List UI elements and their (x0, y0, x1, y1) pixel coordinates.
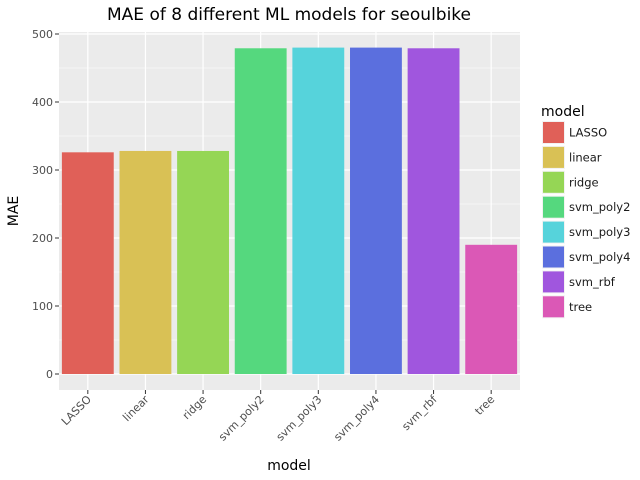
legend-label-svm_poly3: svm_poly3 (569, 225, 630, 239)
x-tick-label: tree (472, 393, 497, 418)
y-axis: 0 100 200 300 400 500 (32, 28, 59, 381)
legend-label-svm_rbf: svm_rbf (569, 275, 616, 289)
legend-swatch-svm_poly4 (543, 246, 564, 268)
bar-linear (119, 150, 172, 374)
x-tick-label: svm_poly4 (331, 393, 382, 444)
legend-swatch-svm_poly3 (543, 221, 564, 243)
x-tick-label: linear (120, 393, 152, 425)
legend-label-svm_poly4: svm_poly4 (569, 250, 630, 264)
x-tick-label: svm_rbf (399, 392, 440, 433)
bar-svm_poly2 (234, 48, 287, 374)
y-tick-label: 200 (32, 232, 53, 245)
bar-svm_rbf (407, 48, 460, 374)
legend-swatch-tree (543, 296, 564, 318)
legend-label-linear: linear (569, 150, 602, 164)
legend: model LASSO linear ridge svm_poly2 svm_poly3… (541, 104, 630, 319)
chart-title: MAE of 8 different ML models for seoulbi… (107, 5, 471, 25)
plot-panel (59, 32, 520, 390)
x-axis-title: model (267, 458, 311, 474)
legend-label-LASSO: LASSO (569, 126, 607, 140)
legend-title: model (541, 104, 585, 120)
y-tick-label: 100 (32, 300, 53, 313)
legend-label-svm_poly2: svm_poly2 (569, 200, 630, 214)
y-tick-label: 500 (32, 28, 53, 41)
bar-svm_poly3 (292, 47, 345, 374)
legend-swatch-ridge (543, 171, 564, 193)
y-tick-label: 400 (32, 96, 53, 109)
legend-label-tree: tree (569, 300, 592, 314)
bar-tree (465, 244, 518, 374)
x-tick-label: ridge (180, 393, 209, 422)
x-tick-label: svm_poly3 (274, 393, 325, 444)
legend-swatch-linear (543, 146, 564, 168)
bar-svm_poly4 (350, 47, 402, 374)
y-axis-title: MAE (6, 196, 22, 227)
legend-label-ridge: ridge (569, 175, 599, 189)
legend-swatch-svm_rbf (543, 271, 564, 293)
legend-swatch-svm_poly2 (543, 196, 564, 218)
y-tick-label: 300 (32, 164, 53, 177)
x-tick-label: LASSO (59, 393, 94, 428)
y-tick-label: 0 (46, 368, 53, 381)
x-tick-label: svm_poly2 (216, 393, 267, 444)
legend-swatch-LASSO (543, 122, 564, 143)
x-axis: LASSO linear ridge svm_poly2 svm_poly3 svm_po… (59, 390, 497, 444)
bar-LASSO (61, 152, 114, 374)
bar-ridge (177, 150, 229, 374)
